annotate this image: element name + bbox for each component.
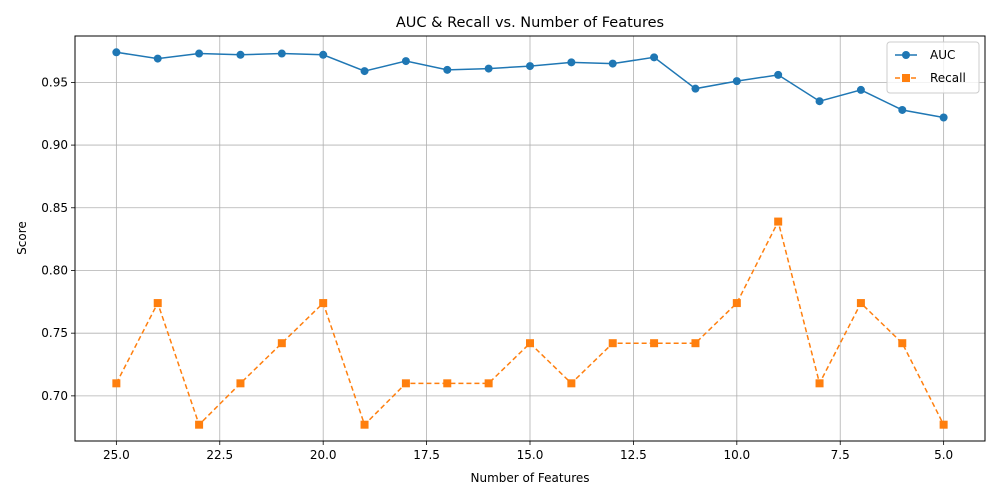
point-recall: [112, 379, 121, 388]
legend-label-recall: Recall: [930, 71, 966, 85]
point-auc: [774, 70, 783, 79]
y-tick-label: 0.90: [41, 138, 68, 152]
point-auc: [153, 54, 162, 63]
legend-marker-recall: [902, 74, 910, 82]
point-recall: [277, 339, 286, 348]
grid: [75, 36, 985, 441]
legend: AUC Recall: [886, 41, 980, 94]
x-tick-label: 20.0: [310, 448, 337, 462]
point-recall: [319, 299, 328, 308]
point-recall: [608, 339, 617, 348]
point-auc: [195, 49, 204, 58]
point-auc: [608, 59, 617, 68]
point-recall: [856, 299, 865, 308]
point-recall: [401, 379, 410, 388]
series-layer: [112, 48, 948, 429]
x-tick-label: 12.5: [620, 448, 647, 462]
y-tick-label: 0.80: [41, 263, 68, 277]
chart-title: AUC & Recall vs. Number of Features: [396, 15, 664, 31]
y-tick-label: 0.70: [41, 389, 68, 403]
point-recall: [195, 420, 204, 429]
point-recall: [153, 299, 162, 308]
point-recall: [236, 379, 245, 388]
point-recall: [691, 339, 700, 348]
point-auc: [236, 50, 245, 59]
point-auc: [443, 65, 452, 74]
x-tick-label: 5.0: [934, 448, 953, 462]
point-recall: [732, 299, 741, 308]
x-tick-label: 25.0: [103, 448, 130, 462]
point-recall: [898, 339, 907, 348]
x-axis-label: Number of Features: [471, 471, 590, 485]
point-auc: [856, 85, 865, 94]
point-recall: [815, 379, 824, 388]
point-recall: [650, 339, 659, 348]
series-recall: [112, 217, 948, 429]
x-tick-label: 17.5: [413, 448, 440, 462]
point-auc: [815, 97, 824, 106]
point-auc: [691, 84, 700, 93]
y-tick-label: 0.95: [41, 75, 68, 89]
point-auc: [401, 57, 410, 66]
x-tick-label: 15.0: [517, 448, 544, 462]
legend-marker-auc: [902, 51, 910, 59]
x-tick-label: 10.0: [723, 448, 750, 462]
x-tick-label: 22.5: [206, 448, 233, 462]
point-recall: [360, 420, 369, 429]
point-auc: [526, 62, 534, 71]
series-line-recall: [115, 219, 945, 427]
point-auc: [939, 113, 948, 122]
point-auc: [567, 58, 576, 67]
point-auc: [360, 67, 369, 76]
point-auc: [112, 48, 121, 57]
point-auc: [898, 105, 907, 114]
point-auc: [732, 77, 741, 86]
point-recall: [526, 339, 534, 348]
y-tick-label: 0.75: [41, 326, 68, 340]
y-tick-label: 0.85: [41, 201, 68, 215]
point-auc: [319, 50, 328, 59]
point-auc: [484, 64, 493, 73]
point-recall: [484, 379, 493, 388]
legend-label-auc: AUC: [930, 48, 955, 62]
x-tick-label: 7.5: [831, 448, 850, 462]
point-recall: [774, 217, 783, 226]
point-auc: [277, 49, 286, 58]
ticks: 25.0 22.5 20.0 17.5 15.0 12.5 10.0 7.5 5.0 0.70 0.…: [41, 75, 953, 462]
series-auc: [112, 48, 948, 122]
point-auc: [650, 53, 659, 62]
point-recall: [443, 379, 452, 388]
y-axis-label: Score: [15, 221, 29, 255]
point-recall: [939, 420, 948, 429]
point-recall: [567, 379, 576, 388]
